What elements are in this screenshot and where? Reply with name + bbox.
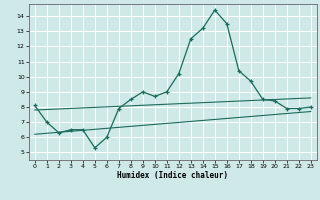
X-axis label: Humidex (Indice chaleur): Humidex (Indice chaleur) xyxy=(117,171,228,180)
